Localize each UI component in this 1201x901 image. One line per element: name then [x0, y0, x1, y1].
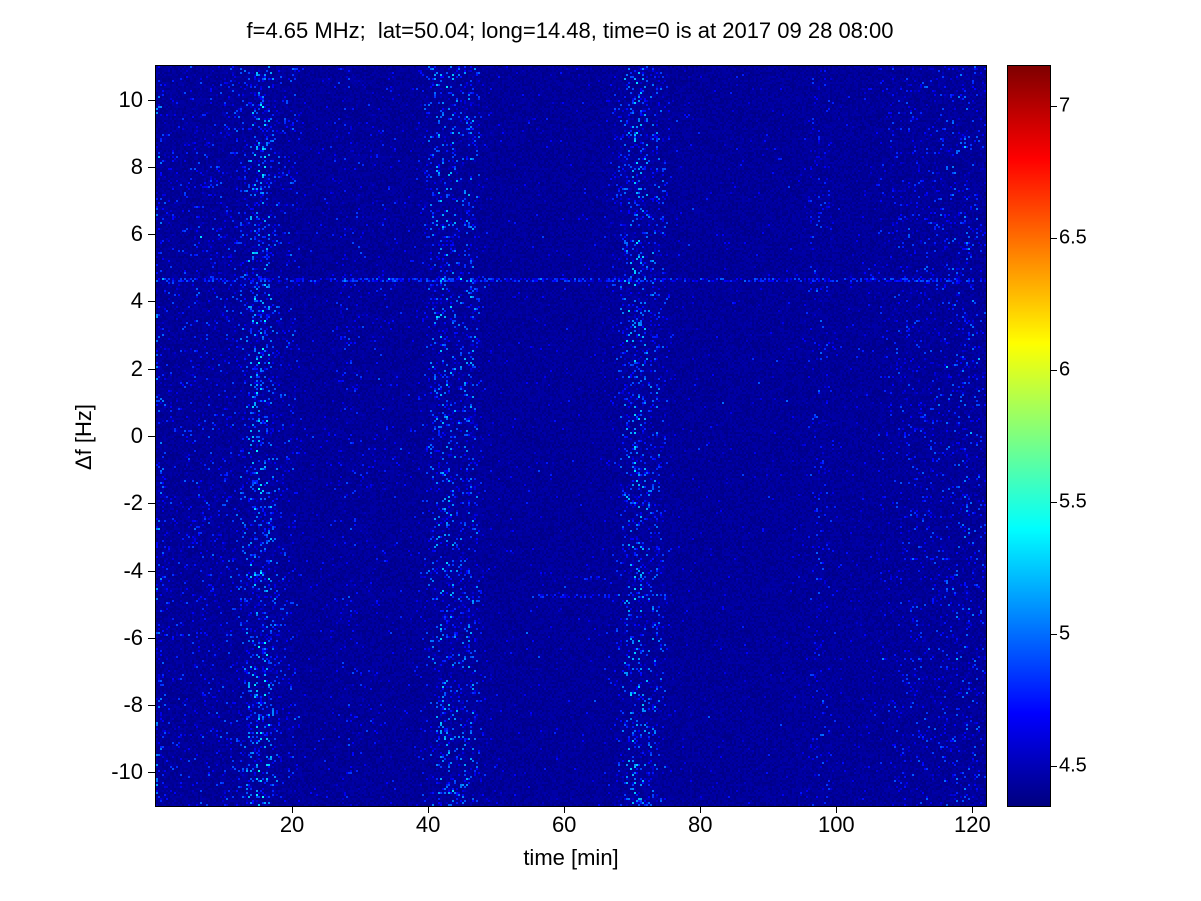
- y-tick-mark: [148, 166, 155, 168]
- x-tick-label: 120: [954, 812, 991, 837]
- y-tick-label: 8: [130, 153, 143, 179]
- y-tick-label: 4: [130, 288, 143, 314]
- y-tick-mark: [148, 772, 155, 774]
- y-tick-label: 2: [130, 355, 143, 381]
- figure-title: f=4.65 MHz; lat=50.04; long=14.48, time=…: [246, 18, 894, 43]
- colorbar-tick-label: 5.5: [1059, 490, 1087, 513]
- y-tick-label: 6: [130, 221, 143, 247]
- x-tick-label: 40: [415, 812, 441, 837]
- x-tick-mark: [564, 807, 566, 813]
- x-tick-mark: [836, 807, 838, 813]
- y-tick-mark: [148, 637, 155, 639]
- colorbar-tick-mark: [1051, 105, 1057, 107]
- y-tick-label: -6: [123, 624, 143, 650]
- colorbar-tick-mark: [1051, 766, 1057, 768]
- x-tick-label: 20: [279, 812, 305, 837]
- colorbar-tick-mark: [1051, 634, 1057, 636]
- colorbar-tick-label: 6: [1059, 358, 1071, 381]
- y-tick-mark: [148, 368, 155, 370]
- colorbar-tick-label: 7: [1059, 94, 1071, 117]
- x-axis-label: time [min]: [523, 845, 619, 870]
- colorbar: [1007, 65, 1051, 807]
- y-tick-label: -8: [123, 692, 143, 718]
- x-tick-mark: [972, 807, 974, 813]
- heatmap-canvas: [156, 66, 986, 806]
- y-tick-mark: [148, 570, 155, 572]
- y-tick-label: -4: [123, 557, 143, 583]
- x-tick-label: 60: [551, 812, 577, 837]
- y-tick-mark: [148, 705, 155, 707]
- colorbar-canvas: [1008, 66, 1050, 806]
- plot-area: [155, 65, 987, 807]
- colorbar-tick-label: 6.5: [1059, 226, 1087, 249]
- y-tick-mark: [148, 436, 155, 437]
- y-tick-label: 10: [118, 86, 143, 112]
- y-tick-label: 0: [130, 423, 143, 448]
- y-tick-mark: [148, 234, 155, 236]
- y-tick-mark: [148, 99, 155, 101]
- x-tick-label: 100: [817, 812, 855, 837]
- x-tick-mark: [292, 807, 294, 813]
- y-tick-label: -10: [111, 759, 143, 785]
- x-tick-label: 80: [688, 812, 713, 837]
- colorbar-tick-label: 4.5: [1059, 754, 1087, 777]
- colorbar-tick-mark: [1051, 502, 1057, 504]
- y-tick-mark: [148, 503, 155, 505]
- colorbar-tick-label: 5: [1059, 622, 1071, 645]
- colorbar-tick-mark: [1051, 237, 1057, 239]
- x-tick-mark: [428, 807, 430, 813]
- colorbar-tick-mark: [1051, 369, 1057, 371]
- y-tick-label: -2: [123, 490, 143, 516]
- x-tick-mark: [700, 807, 702, 813]
- y-tick-mark: [148, 301, 155, 303]
